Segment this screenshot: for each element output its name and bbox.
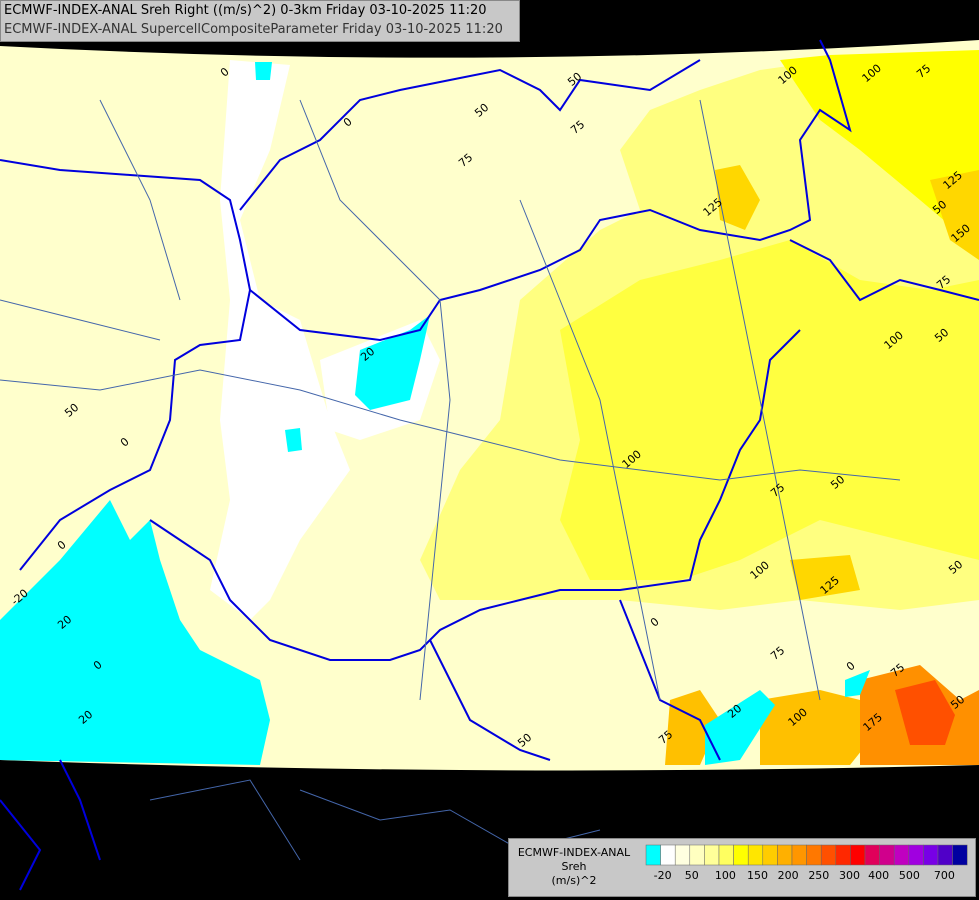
legend-swatch — [689, 844, 705, 866]
legend-label: 50 — [685, 869, 699, 882]
white-region — [210, 60, 350, 620]
legend-swatch — [879, 844, 895, 866]
legend-swatch — [660, 844, 676, 866]
legend-swatch — [850, 844, 866, 866]
legend-title-line: ECMWF-INDEX-ANAL — [517, 846, 631, 859]
header-line: ECMWF-INDEX-ANAL Sreh Right ((m/s)^2) 0-… — [4, 3, 487, 18]
legend-swatch — [893, 844, 910, 866]
legend-scale: -20 50 100 150 200 250 300 400 500 700 — [645, 844, 968, 882]
legend-swatch — [937, 844, 953, 866]
legend: ECMWF-INDEX-ANAL Sreh (m/s)^2 -20 50 100 150 2… — [508, 838, 976, 897]
cyan-region — [0, 500, 270, 765]
legend-swatch — [762, 844, 778, 866]
legend-label: 100 — [715, 869, 736, 882]
legend-label: -20 — [654, 869, 672, 882]
legend-swatch — [835, 844, 851, 866]
legend-title: ECMWF-INDEX-ANAL Sreh (m/s)^2 — [509, 846, 639, 888]
rivers — [0, 99, 901, 861]
legend-swatch — [923, 844, 939, 866]
yellow-region — [560, 240, 979, 580]
legend-label: 250 — [808, 869, 829, 882]
red-region — [895, 680, 955, 745]
legend-swatch — [820, 844, 837, 866]
legend-swatch — [704, 844, 720, 866]
legend-title-line: Sreh — [561, 860, 587, 873]
header-line: ECMWF-INDEX-ANAL SupercellCompositeParam… — [4, 22, 503, 37]
legend-swatch — [747, 844, 764, 866]
legend-label: 150 — [747, 869, 768, 882]
legend-swatch — [952, 844, 968, 866]
legend-label: 400 — [868, 869, 889, 882]
legend-label: 500 — [899, 869, 920, 882]
legend-swatch — [908, 844, 924, 866]
legend-swatch — [733, 844, 749, 866]
legend-swatch — [791, 844, 807, 866]
legend-swatch — [645, 844, 661, 866]
orange-region — [715, 165, 979, 600]
header: ECMWF-INDEX-ANAL Sreh Right ((m/s)^2) 0-… — [0, 0, 520, 42]
legend-title-line: (m/s)^2 — [551, 874, 597, 887]
legend-label: 700 — [934, 869, 955, 882]
legend-swatch — [674, 844, 691, 866]
orange-region — [665, 690, 870, 765]
yellow-region — [780, 50, 979, 250]
legend-swatch — [864, 844, 880, 866]
legend-swatch — [806, 844, 822, 866]
legend-swatch — [777, 844, 793, 866]
legend-swatch — [718, 844, 734, 866]
legend-label: 300 — [839, 869, 860, 882]
legend-label: 200 — [778, 869, 799, 882]
